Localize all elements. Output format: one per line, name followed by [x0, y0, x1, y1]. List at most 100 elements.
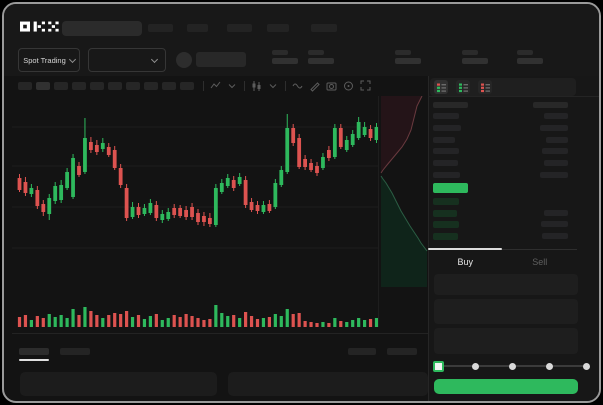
candle-body	[94, 145, 99, 152]
bottom-panel[interactable]	[20, 372, 217, 396]
candle-body	[41, 204, 46, 212]
timeframe-button[interactable]	[18, 82, 32, 90]
volume-bar	[142, 319, 147, 327]
stat-label-bar	[308, 50, 324, 55]
bid-price-bar[interactable]	[433, 232, 458, 240]
slider-dot[interactable]	[582, 363, 590, 370]
slider-dot[interactable]	[471, 363, 479, 370]
chevron-down-icon[interactable]	[227, 80, 238, 92]
slider-dot[interactable]	[545, 363, 553, 370]
chevron-down-icon[interactable]	[268, 80, 279, 92]
volume-bar	[368, 319, 373, 327]
search-input[interactable]	[62, 21, 142, 36]
ask-price-bar[interactable]	[433, 172, 460, 178]
timeframe-button[interactable]	[90, 82, 104, 90]
bid-price-bar[interactable]	[433, 198, 459, 205]
timeframe-button[interactable]	[126, 82, 140, 90]
bottom-tab-underline	[19, 359, 49, 361]
last-price-bar[interactable]	[433, 183, 468, 193]
slider-dot[interactable]	[508, 363, 516, 370]
chart-toolbar-icons	[203, 80, 371, 92]
slider-handle[interactable]	[432, 361, 444, 372]
volume-bar	[130, 317, 135, 327]
ask-amount-bar[interactable]	[542, 148, 568, 155]
book-header-left-bar	[433, 102, 468, 108]
ask-price-bar[interactable]	[433, 136, 455, 143]
volume-bar	[255, 319, 260, 327]
pencil-icon[interactable]	[309, 80, 320, 92]
chevron-down-icon	[68, 55, 76, 63]
bottom-tab[interactable]	[60, 348, 90, 355]
volume-bar	[261, 318, 266, 327]
tab-sell[interactable]: Sell	[532, 257, 548, 267]
timeframe-button[interactable]	[54, 82, 68, 90]
ask-price-bar[interactable]	[433, 148, 459, 155]
book-both-icon[interactable]	[434, 80, 448, 94]
bottom-action-bar[interactable]	[348, 348, 376, 355]
nav-item[interactable]	[267, 24, 289, 32]
submit-buy-button[interactable]	[434, 379, 578, 394]
volume-bar	[83, 307, 87, 327]
amount-slider[interactable]	[432, 361, 590, 372]
ask-amount-bar[interactable]	[544, 160, 568, 167]
coin-avatar[interactable]	[176, 52, 192, 68]
candle-body	[202, 216, 206, 222]
book-bids-icon[interactable]	[456, 80, 470, 94]
volume-bar	[374, 318, 378, 327]
ask-price-bar[interactable]	[433, 160, 458, 167]
nav-item[interactable]	[148, 24, 173, 32]
bid-price-bar[interactable]	[433, 221, 459, 228]
trade-input-field[interactable]	[434, 299, 578, 324]
wave-icon[interactable]	[292, 80, 303, 92]
candle-body	[47, 198, 52, 214]
volume-bar	[107, 315, 111, 327]
volume-bar	[196, 318, 200, 327]
market-type-label: Spot Trading	[23, 55, 66, 65]
price-chart[interactable]	[12, 96, 378, 293]
candle-body	[350, 134, 355, 145]
candle-body	[315, 166, 319, 173]
trade-input-field[interactable]	[434, 274, 578, 295]
candle-style-icon[interactable]	[251, 80, 262, 92]
timeframe-button[interactable]	[72, 82, 86, 90]
timeframe-button[interactable]	[162, 82, 176, 90]
tab-buy[interactable]: Buy	[457, 257, 473, 267]
volume-bar	[303, 321, 307, 327]
nav-item[interactable]	[187, 24, 208, 32]
volume-bar	[291, 314, 295, 327]
bid-price-bar[interactable]	[433, 209, 457, 217]
volume-bar	[119, 314, 123, 327]
line-chart-icon[interactable]	[210, 80, 221, 92]
volume-bar	[125, 311, 129, 327]
nav-item[interactable]	[311, 24, 337, 32]
fullscreen-icon[interactable]	[360, 80, 371, 92]
volume-bar	[101, 318, 105, 327]
ask-price-bar[interactable]	[433, 124, 461, 131]
target-icon[interactable]	[343, 80, 354, 92]
ask-price-bar[interactable]	[433, 113, 459, 119]
nav-item[interactable]	[227, 24, 252, 32]
book-asks-icon[interactable]	[478, 80, 492, 94]
candle-body	[17, 178, 22, 190]
timeframe-button[interactable]	[36, 82, 50, 90]
bid-amount-bar[interactable]	[542, 232, 568, 239]
bottom-tab[interactable]	[19, 348, 49, 355]
ask-amount-bar[interactable]	[544, 113, 568, 119]
bid-amount-bar[interactable]	[541, 221, 568, 227]
bid-amount-bar[interactable]	[544, 209, 568, 216]
market-type-dropdown[interactable]: Spot Trading	[18, 48, 80, 72]
ask-amount-bar[interactable]	[540, 172, 568, 178]
ask-amount-bar[interactable]	[540, 124, 568, 131]
pair-selector-dropdown[interactable]	[88, 48, 166, 72]
timeframe-button[interactable]	[108, 82, 122, 90]
volume-bar	[65, 318, 69, 327]
bottom-panel[interactable]	[228, 372, 428, 396]
candle-body	[71, 158, 75, 197]
timeframe-button[interactable]	[144, 82, 158, 90]
trade-input-field[interactable]	[434, 328, 578, 354]
camera-icon[interactable]	[326, 80, 337, 92]
bottom-action-bar[interactable]	[387, 348, 417, 355]
volume-bar	[249, 316, 254, 327]
timeframe-button[interactable]	[180, 82, 194, 90]
ask-amount-bar[interactable]	[546, 136, 568, 143]
